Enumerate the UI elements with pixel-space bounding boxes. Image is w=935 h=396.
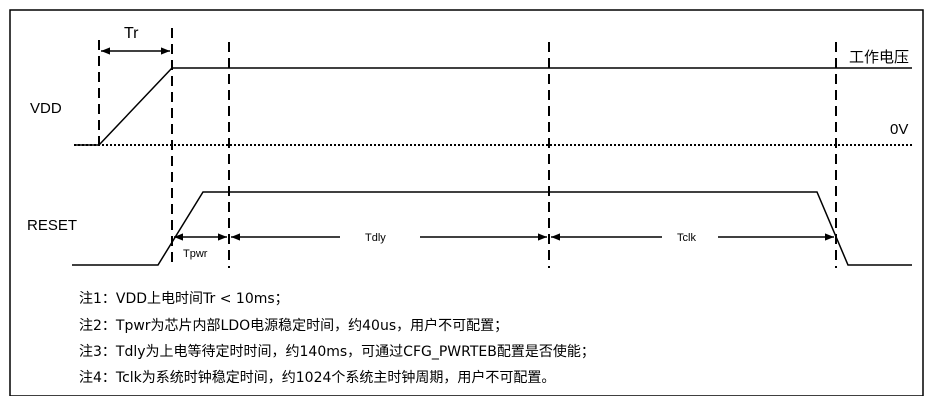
tr-label: Tr — [124, 25, 139, 42]
reset-waveform — [72, 191, 912, 266]
note-4: 注4：Tclk为系统时钟稳定时间，约1024个系统主时钟周期，用户不可配置。 — [79, 369, 555, 386]
tdly-label: Tdly — [365, 232, 386, 244]
note-2: 注2：Tpwr为芯片内部LDO电源稳定时间，约40us，用户不可配置； — [79, 317, 508, 334]
note-3: 注3：Tdly为上电等待定时时间，约140ms，可通过CFG_PWRTEB配置是… — [79, 343, 595, 360]
vdd-waveform — [74, 67, 912, 146]
reset-label: RESET — [27, 217, 77, 234]
note-1: 注1：VDD上电时间Tr < 10ms； — [79, 291, 289, 307]
working-voltage-label: 工作电压 — [849, 48, 909, 66]
tpwr-label: Tpwr — [183, 248, 208, 260]
notes: 注1：VDD上电时间Tr < 10ms； 注2：Tpwr为芯片内部LDO电源稳定… — [79, 291, 595, 386]
tclk-label: Tclk — [677, 232, 696, 244]
diagram-frame — [9, 9, 924, 396]
timing-markers — [98, 28, 837, 268]
zero-volt-label: 0V — [890, 121, 908, 138]
vdd-label: VDD — [30, 100, 62, 117]
